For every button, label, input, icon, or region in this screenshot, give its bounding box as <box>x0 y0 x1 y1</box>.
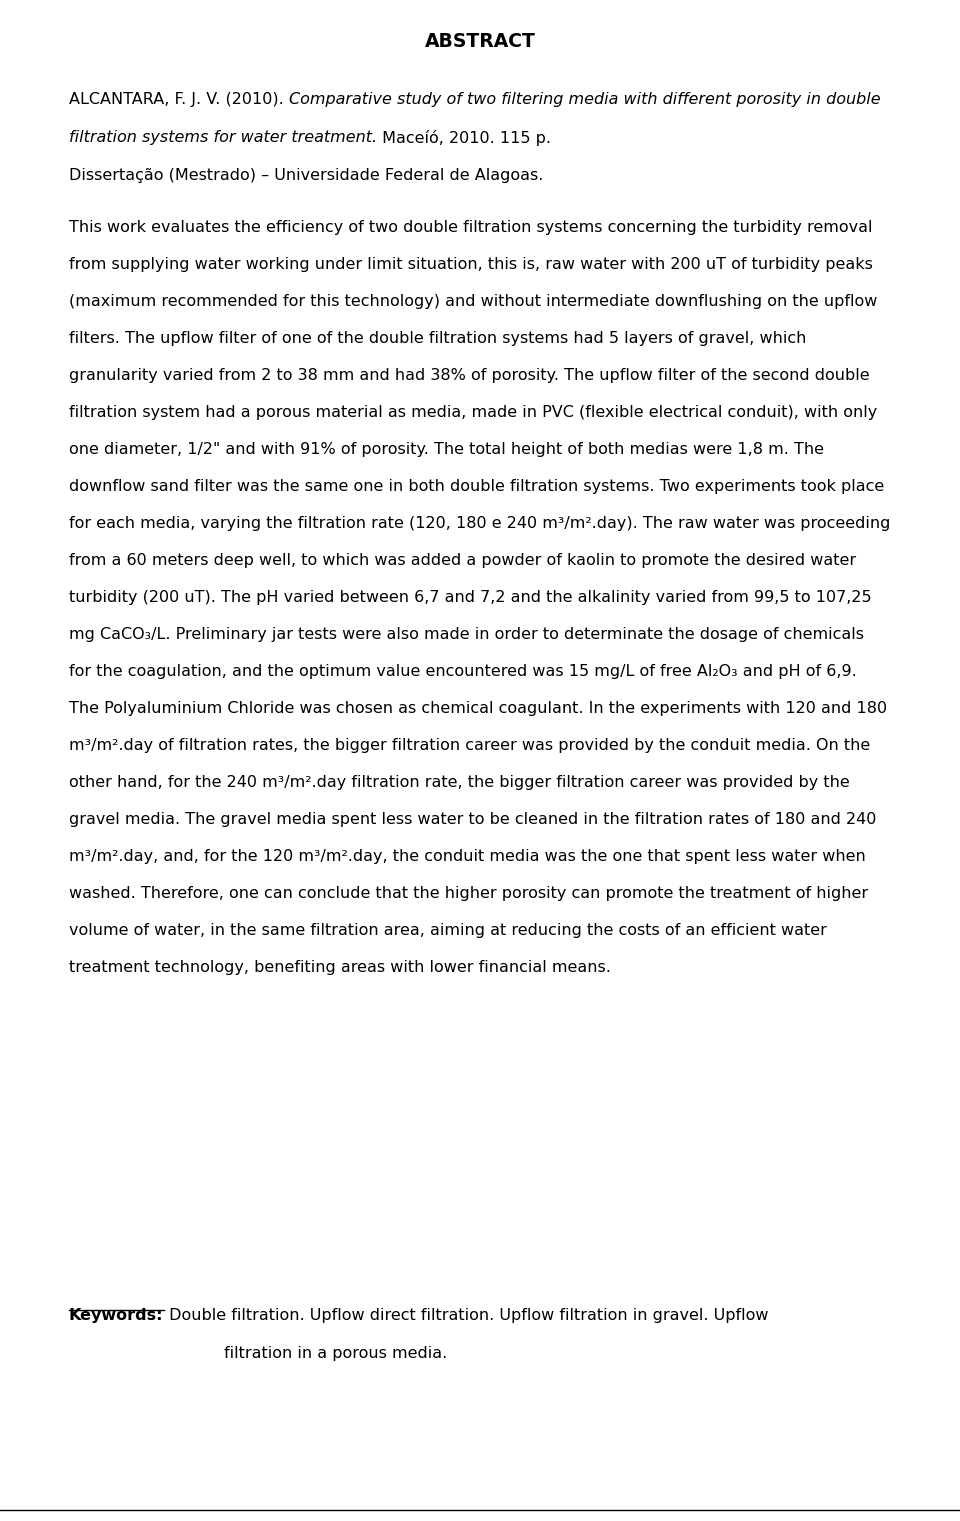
Text: turbidity (200 uT). The pH varied between 6,7 and 7,2 and the alkalinity varied : turbidity (200 uT). The pH varied betwee… <box>69 590 872 605</box>
Text: (maximum recommended for this technology) and without intermediate downflushing : (maximum recommended for this technology… <box>69 294 877 309</box>
Text: filtration in a porous media.: filtration in a porous media. <box>224 1346 447 1361</box>
Text: granularity varied from 2 to 38 mm and had 38% of porosity. The upflow filter of: granularity varied from 2 to 38 mm and h… <box>69 368 870 383</box>
Text: for each media, varying the filtration rate (120, 180 e 240 m³/m².day). The raw : for each media, varying the filtration r… <box>69 516 890 531</box>
Text: treatment technology, benefiting areas with lower financial means.: treatment technology, benefiting areas w… <box>69 960 611 975</box>
Text: m³/m².day, and, for the 120 m³/m².day, the conduit media was the one that spent : m³/m².day, and, for the 120 m³/m².day, t… <box>69 849 866 864</box>
Text: The Polyaluminium Chloride was chosen as chemical coagulant. In the experiments : The Polyaluminium Chloride was chosen as… <box>69 701 887 716</box>
Text: ALCANTARA, F. J. V. (2010).: ALCANTARA, F. J. V. (2010). <box>69 91 289 106</box>
Text: Dissertação (Mestrado) – Universidade Federal de Alagoas.: Dissertação (Mestrado) – Universidade Fe… <box>69 167 543 183</box>
Text: washed. Therefore, one can conclude that the higher porosity can promote the tre: washed. Therefore, one can conclude that… <box>69 887 868 900</box>
Text: filtration systems for water treatment.: filtration systems for water treatment. <box>69 129 377 144</box>
Text: m³/m².day of filtration rates, the bigger filtration career was provided by the : m³/m².day of filtration rates, the bigge… <box>69 738 871 753</box>
Text: Comparative study of two filtering media with different porosity in double: Comparative study of two filtering media… <box>289 91 880 106</box>
Text: downflow sand filter was the same one in both double filtration systems. Two exp: downflow sand filter was the same one in… <box>69 479 884 494</box>
Text: filters. The upflow filter of one of the double filtration systems had 5 layers : filters. The upflow filter of one of the… <box>69 332 806 345</box>
Text: Maceíó, 2010. 115 p.: Maceíó, 2010. 115 p. <box>377 129 551 146</box>
Text: gravel media. The gravel media spent less water to be cleaned in the filtration : gravel media. The gravel media spent les… <box>69 812 876 827</box>
Text: from a 60 meters deep well, to which was added a powder of kaolin to promote the: from a 60 meters deep well, to which was… <box>69 554 856 567</box>
Text: one diameter, 1/2" and with 91% of porosity. The total height of both medias wer: one diameter, 1/2" and with 91% of poros… <box>69 443 824 456</box>
Text: filtration system had a porous material as media, made in PVC (flexible electric: filtration system had a porous material … <box>69 405 877 420</box>
Text: Double filtration. Upflow direct filtration. Upflow filtration in gravel. Upflow: Double filtration. Upflow direct filtrat… <box>163 1308 768 1323</box>
Text: Keywords:: Keywords: <box>69 1308 163 1323</box>
Text: This work evaluates the efficiency of two double filtration systems concerning t: This work evaluates the efficiency of tw… <box>69 221 873 236</box>
Text: volume of water, in the same filtration area, aiming at reducing the costs of an: volume of water, in the same filtration … <box>69 923 827 938</box>
Text: ABSTRACT: ABSTRACT <box>424 32 536 52</box>
Text: mg CaCO₃/L. Preliminary jar tests were also made in order to determinate the dos: mg CaCO₃/L. Preliminary jar tests were a… <box>69 627 864 642</box>
Text: for the coagulation, and the optimum value encountered was 15 mg/L of free Al₂O₃: for the coagulation, and the optimum val… <box>69 665 856 678</box>
Text: from supplying water working under limit situation, this is, raw water with 200 : from supplying water working under limit… <box>69 257 873 272</box>
Text: other hand, for the 240 m³/m².day filtration rate, the bigger filtration career : other hand, for the 240 m³/m².day filtra… <box>69 776 850 789</box>
